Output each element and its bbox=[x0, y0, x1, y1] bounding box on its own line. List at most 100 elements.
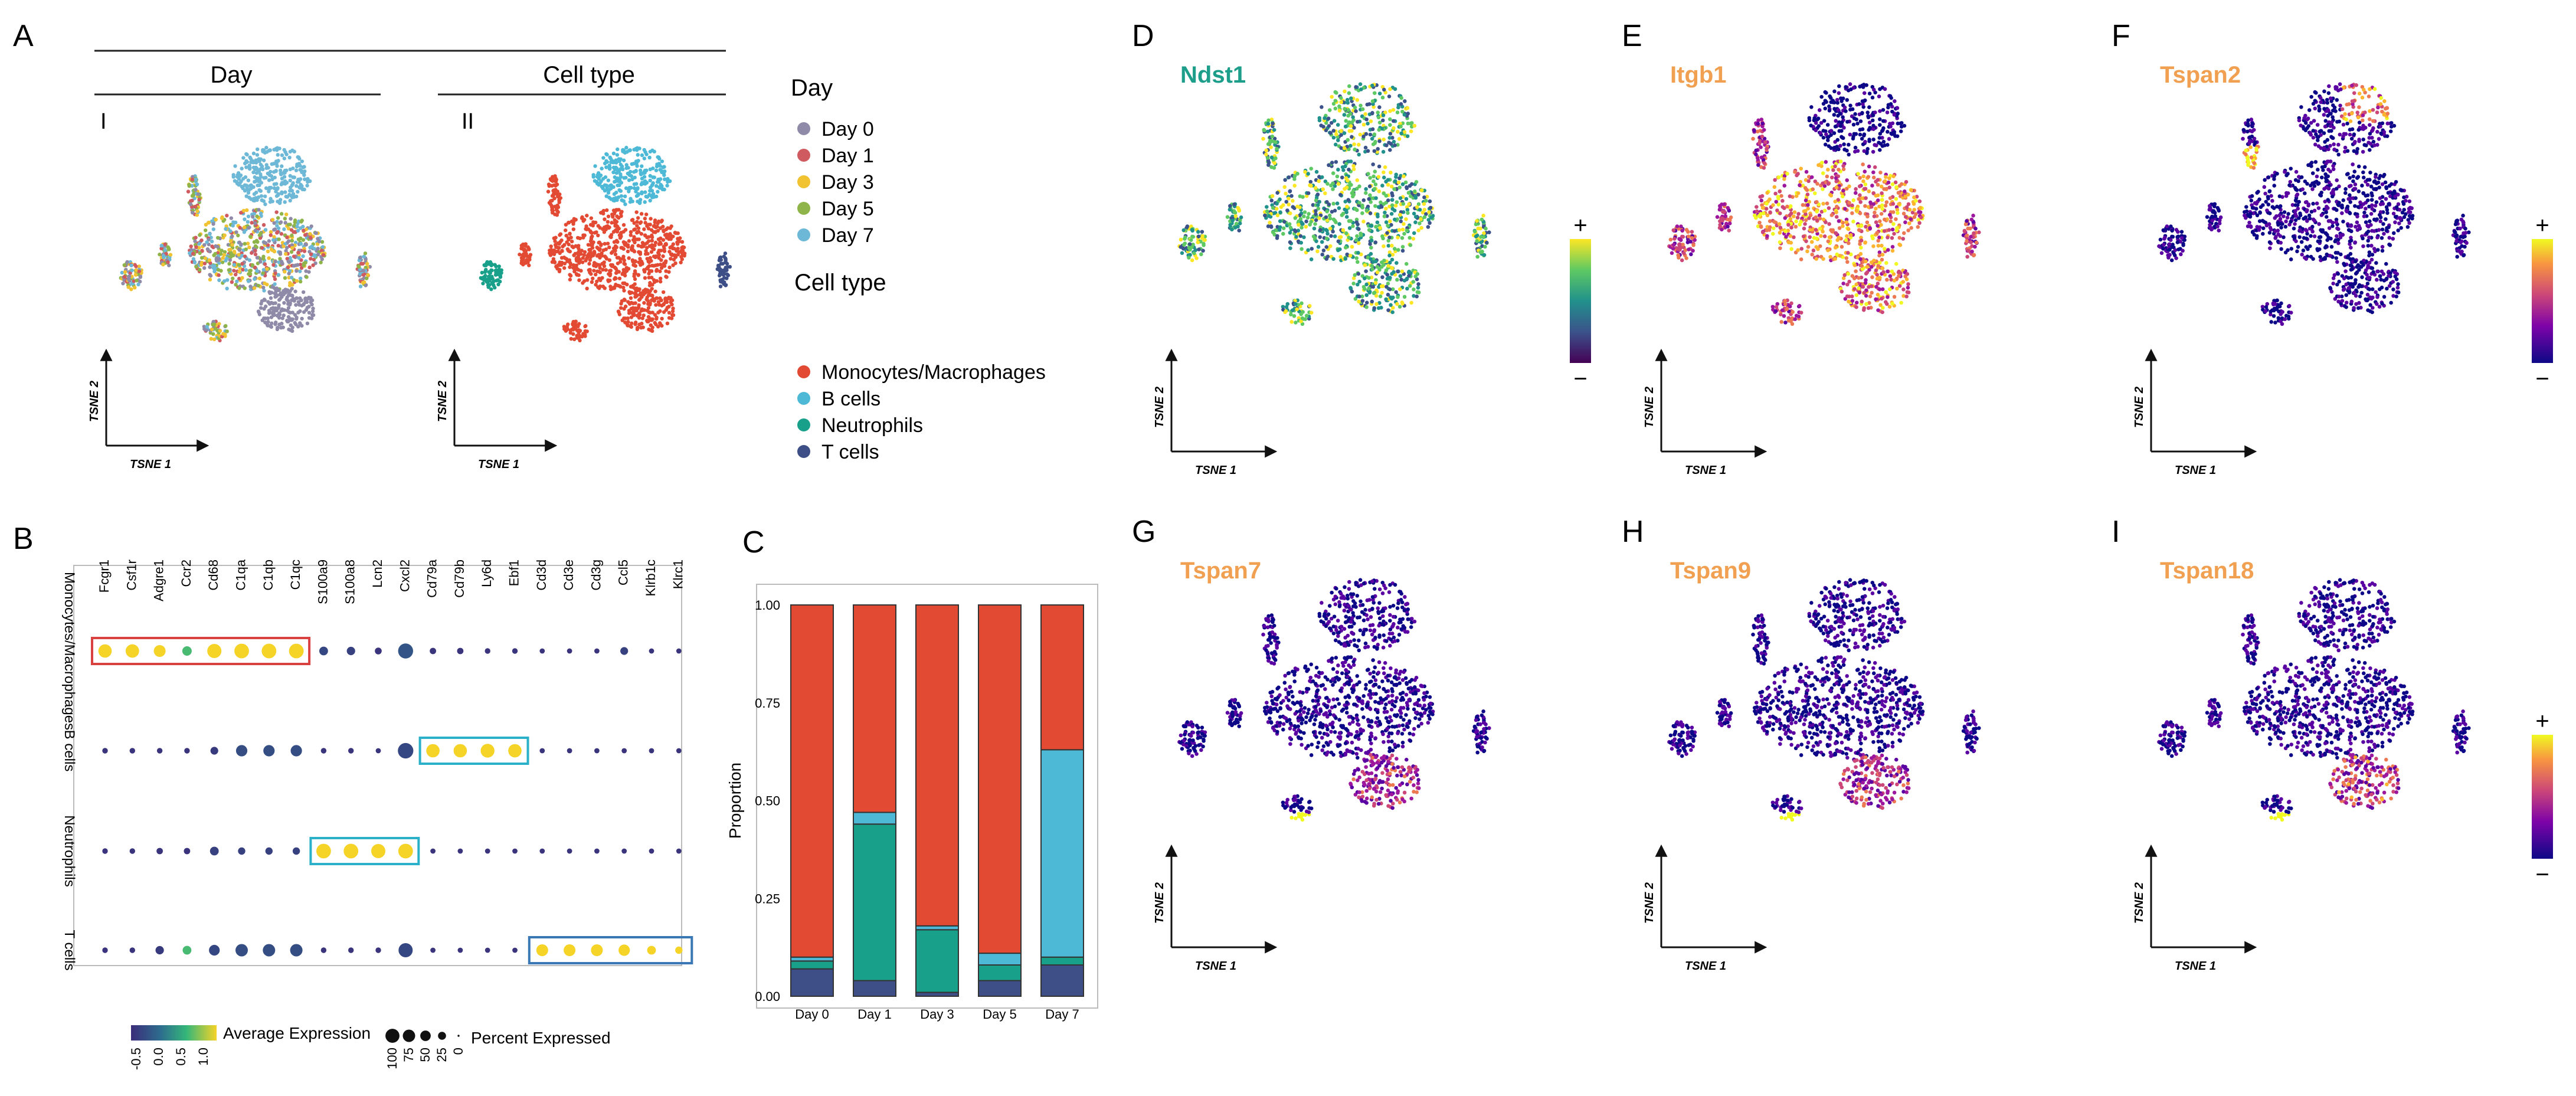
feature-point bbox=[1833, 125, 1838, 129]
tsne-point bbox=[623, 316, 628, 320]
tsne-point bbox=[597, 240, 601, 244]
feature-point bbox=[1364, 187, 1368, 191]
tsne-point bbox=[627, 188, 631, 192]
tsne-point bbox=[220, 248, 224, 253]
feature-point bbox=[1378, 225, 1382, 230]
tsne-point bbox=[667, 270, 671, 274]
tsne-point bbox=[296, 310, 300, 315]
dot-mark bbox=[129, 947, 135, 953]
feature-point bbox=[1796, 212, 1801, 216]
dot-mark bbox=[209, 944, 220, 956]
tsne-point bbox=[643, 171, 647, 175]
tsne-point bbox=[554, 264, 558, 269]
tsne-point bbox=[636, 186, 640, 190]
tsne-point bbox=[665, 321, 670, 326]
tsne-point bbox=[642, 175, 647, 179]
tsne-point bbox=[289, 217, 293, 221]
gene-label: Ccr2 bbox=[179, 560, 194, 587]
tsne-point bbox=[496, 282, 500, 287]
feature-point bbox=[1788, 194, 1792, 198]
tsne-point bbox=[718, 284, 723, 289]
gene-label: Ccl5 bbox=[616, 560, 631, 585]
feature-point bbox=[1342, 146, 1347, 151]
feature-point bbox=[1877, 136, 1882, 140]
tsne-point bbox=[659, 266, 664, 270]
tsne-point bbox=[716, 264, 721, 269]
dot-mark bbox=[184, 848, 191, 855]
dot-mark bbox=[102, 848, 108, 854]
feature-point bbox=[1300, 247, 1304, 251]
dot-mark bbox=[457, 848, 463, 854]
tsne-point bbox=[616, 195, 621, 199]
feature-point bbox=[1375, 264, 1380, 269]
feature-point bbox=[1821, 135, 1826, 140]
feature-point bbox=[1428, 199, 1432, 204]
feature-point bbox=[1354, 256, 1359, 260]
feature-point bbox=[1337, 222, 1341, 226]
feature-point bbox=[1331, 217, 1336, 221]
legend-day-label: Day 0 bbox=[821, 118, 874, 140]
tsne-point bbox=[634, 169, 638, 174]
tsne-point bbox=[661, 254, 665, 259]
feature-point bbox=[1269, 225, 1274, 229]
feature-point bbox=[1839, 96, 1843, 100]
feature-point bbox=[1906, 228, 1910, 233]
feature-point bbox=[1428, 205, 1433, 210]
tsne-point bbox=[301, 238, 306, 242]
tsne-point bbox=[207, 220, 211, 225]
feature-point bbox=[1379, 284, 1384, 289]
tsne-point bbox=[618, 211, 623, 215]
tsne-point bbox=[594, 230, 598, 234]
tsne-point bbox=[657, 256, 661, 260]
feature-point bbox=[1858, 132, 1863, 137]
tsne-point bbox=[651, 166, 655, 171]
feature-point bbox=[1321, 248, 1326, 253]
tsne-point bbox=[299, 262, 303, 267]
feature-point bbox=[1914, 198, 1918, 203]
feature-point bbox=[1854, 208, 1859, 213]
tsne-point bbox=[265, 150, 269, 154]
feature-point bbox=[1850, 203, 1854, 208]
tsne-point bbox=[233, 179, 237, 183]
feature-point bbox=[1344, 185, 1349, 189]
tsne-point bbox=[246, 279, 251, 283]
feature-point bbox=[1792, 210, 1797, 214]
tsne-point bbox=[225, 286, 229, 291]
feature-point bbox=[1377, 91, 1382, 96]
feature-point bbox=[1354, 109, 1358, 113]
tsne-point bbox=[558, 267, 562, 272]
tsne-point bbox=[248, 234, 253, 239]
tsne-point bbox=[276, 153, 280, 157]
tsne-point bbox=[611, 170, 616, 175]
feature-point bbox=[1399, 125, 1403, 129]
feature-point bbox=[1874, 207, 1878, 211]
feature-point bbox=[1406, 211, 1410, 215]
gene-label: Ebf1 bbox=[507, 560, 522, 586]
tsne-point bbox=[611, 165, 616, 170]
feature-point bbox=[1837, 219, 1841, 223]
tsne-point bbox=[302, 310, 306, 314]
tsne-point bbox=[288, 256, 292, 260]
feature-point bbox=[1360, 211, 1364, 215]
tsne-point bbox=[194, 245, 198, 249]
tsne-point bbox=[659, 262, 663, 267]
dot-mark bbox=[98, 644, 112, 658]
tsne-point bbox=[282, 308, 286, 312]
feature-point bbox=[1406, 191, 1411, 195]
tsne-point bbox=[669, 300, 673, 305]
tsne-point bbox=[283, 171, 287, 175]
feature-point bbox=[1832, 89, 1837, 94]
feature-point bbox=[1376, 175, 1381, 179]
dot-mark bbox=[265, 847, 273, 855]
tsne-point bbox=[297, 156, 302, 161]
tsne-point bbox=[221, 256, 225, 260]
expression-ticks: -0.5 0.0 0.5 1.0 bbox=[129, 1048, 211, 1070]
dot-mark bbox=[398, 742, 414, 759]
feature-point bbox=[1278, 197, 1282, 202]
tsne-point bbox=[280, 164, 284, 168]
feature-point bbox=[1368, 132, 1373, 137]
feature-point bbox=[1844, 220, 1849, 224]
tsne-point bbox=[120, 270, 125, 275]
feature-point bbox=[1336, 123, 1340, 127]
